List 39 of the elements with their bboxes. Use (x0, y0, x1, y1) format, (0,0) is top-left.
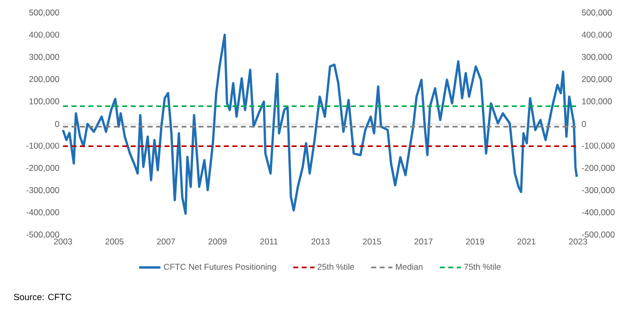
y-tick-label: 100,000 (30, 98, 60, 106)
legend-label: 75th %tile (464, 264, 501, 270)
y2-tick-label: -300,000 (582, 187, 615, 194)
y-tick-label: 500,000 (29, 10, 60, 16)
y2-tick-label: 100,000 (582, 98, 612, 106)
y2-tick-label: 400,000 (582, 32, 612, 39)
y-tick-label: 200,000 (29, 76, 60, 84)
line-series (62, 34, 578, 215)
y2-tick-label: -100,000 (582, 142, 615, 150)
x-tick-label: 2013 (312, 238, 330, 245)
x-tick-label: 2011 (260, 238, 278, 245)
y2-tick-label: -500,000 (582, 232, 615, 238)
y2-tick-label: -200,000 (582, 164, 615, 172)
y2-tick-label: 300,000 (582, 54, 612, 61)
x-tick-label: 2019 (466, 238, 484, 245)
legend-label: 25th %tile (318, 264, 354, 270)
y2-tick-label: -400,000 (582, 209, 615, 216)
x-tick-label: 2009 (208, 238, 227, 245)
x-tick-label: 2017 (414, 238, 432, 245)
x-tick-label: 2007 (157, 238, 175, 245)
x-tick-label: 2021 (518, 238, 536, 245)
y-tick-label: -100,000 (26, 142, 60, 150)
y-tick-label: 400,000 (29, 32, 60, 39)
x-tick-label: 2005 (106, 238, 124, 245)
x-tick-label: 2023 (569, 238, 588, 245)
y-tick-label: -400,000 (26, 209, 60, 216)
y-tick-label: 300,000 (29, 54, 60, 61)
y-tick-label: -200,000 (26, 164, 60, 172)
y2-tick-label: 200,000 (582, 76, 612, 84)
y-tick-label: 0 (55, 121, 60, 127)
y2-tick-label: 0 (582, 121, 586, 127)
x-tick-label: 2003 (54, 238, 72, 245)
x-tick-label: 2015 (363, 238, 382, 245)
y-tick-label: -500,000 (26, 232, 60, 238)
y-tick-label: -300,000 (26, 187, 60, 194)
legend-label: Median (396, 264, 422, 270)
y2-tick-label: 500,000 (582, 10, 612, 16)
source-note: Source: CFTC (14, 294, 72, 300)
legend-label: CFTC Net Futures Positioning (164, 264, 276, 272)
